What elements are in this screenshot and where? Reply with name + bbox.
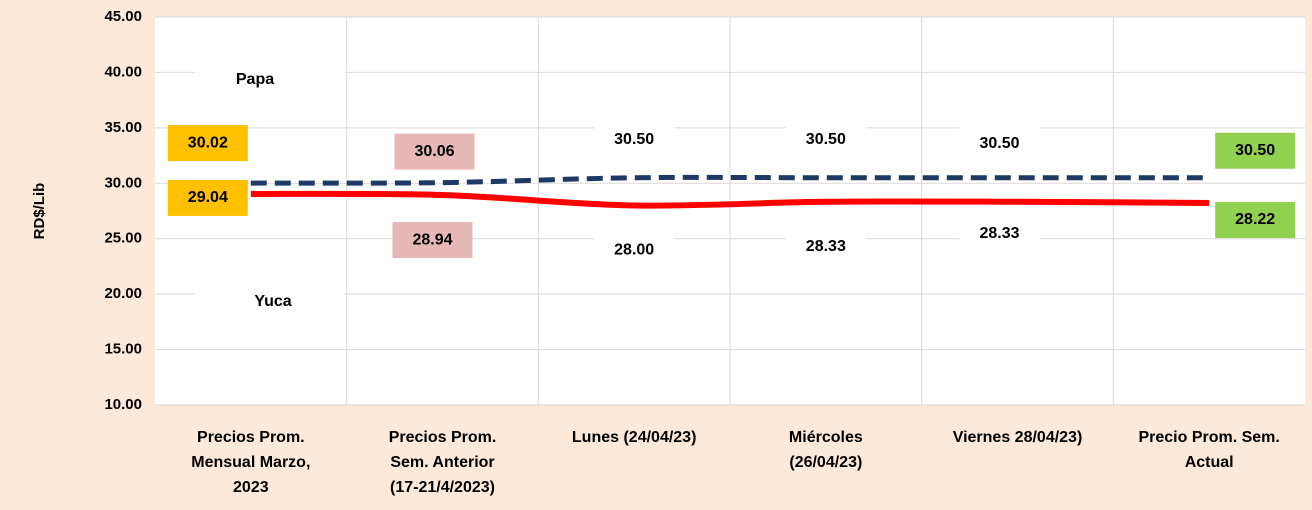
data-label: 30.50 (1235, 142, 1275, 159)
x-tick-label: Precios Prom. Sem. Anterior (17-21/4/202… (388, 429, 497, 496)
x-tick-label: Lunes (24/04/23) (571, 429, 697, 446)
data-label: 30.50 (979, 135, 1019, 152)
data-label-box (594, 232, 675, 269)
y-tick-label: 10.00 (104, 396, 142, 413)
data-label-box (959, 125, 1040, 162)
data-label: 30.50 (614, 131, 654, 148)
data-label-box (394, 133, 475, 170)
y-axis-title: RD$/Lib (31, 183, 48, 240)
series-name-box (195, 64, 345, 96)
data-label: 30.50 (806, 131, 846, 148)
x-tick-label: Precio Prom. Sem. Actual (1138, 429, 1280, 471)
y-tick-label: 35.00 (104, 119, 142, 136)
data-label-box (1215, 132, 1296, 169)
data-label-box (594, 121, 675, 158)
data-label: 28.33 (979, 225, 1019, 242)
data-label: 30.02 (188, 134, 228, 151)
series-name-box (195, 286, 345, 318)
x-tick-label: Precios Prom. Mensual Marzo, 2023 (191, 429, 311, 496)
data-label: 29.04 (188, 189, 228, 206)
y-tick-label: 20.00 (104, 285, 142, 302)
data-label-box (785, 121, 866, 158)
data-label-box (785, 228, 866, 265)
data-label-box (1215, 202, 1296, 239)
y-tick-label: 25.00 (104, 230, 142, 247)
data-label: 30.06 (414, 143, 454, 160)
y-tick-label: 15.00 (104, 341, 142, 358)
y-tick-label: 30.00 (104, 174, 142, 191)
data-label-box (167, 179, 248, 216)
data-label: 28.00 (614, 242, 654, 259)
series-name: Papa (236, 71, 274, 88)
data-label-box (392, 222, 473, 259)
x-tick-label: Viernes 28/04/23) (952, 429, 1083, 446)
data-label-box (959, 215, 1040, 252)
data-label: 28.33 (806, 238, 846, 255)
series-line (250, 190, 1210, 209)
data-label-box (167, 125, 248, 162)
x-tick-label: Miércoles (26/04/23) (788, 429, 863, 471)
y-tick-label: 45.00 (104, 8, 142, 25)
y-tick-label: 40.00 (104, 63, 142, 80)
data-label: 28.94 (412, 231, 452, 248)
series-name: Yuca (254, 293, 291, 310)
data-label: 28.22 (1235, 211, 1275, 228)
